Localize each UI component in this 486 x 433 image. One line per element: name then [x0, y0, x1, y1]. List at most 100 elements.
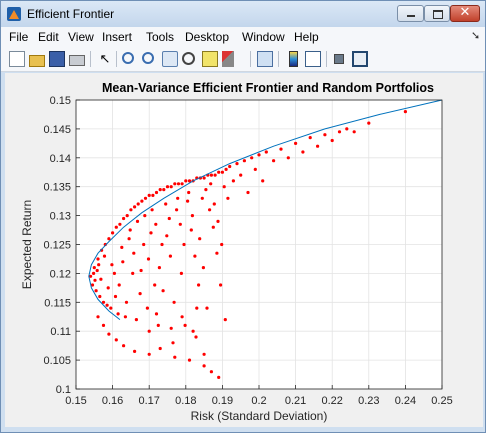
menu-overflow-icon[interactable]: ➘ — [471, 30, 481, 42]
save-icon[interactable] — [49, 51, 65, 67]
portfolio-point — [125, 214, 129, 218]
title-bar[interactable]: Efficient Frontier ✕ — [1, 1, 485, 27]
y-tick-label: 0.135 — [43, 182, 71, 194]
portfolio-point — [212, 202, 216, 206]
y-tick-label: 0.105 — [43, 355, 71, 367]
portfolio-point — [118, 222, 122, 226]
portfolio-point — [158, 188, 162, 192]
portfolio-point — [143, 196, 148, 200]
portfolio-point — [105, 303, 109, 307]
portfolio-point — [250, 156, 254, 160]
portfolio-point — [95, 268, 99, 273]
portfolio-point — [217, 375, 221, 379]
portfolio-point — [131, 271, 135, 275]
portfolio-point — [187, 179, 192, 183]
data-cursor-icon[interactable] — [202, 51, 218, 67]
portfolio-point — [352, 130, 356, 134]
portfolio-point — [133, 205, 137, 209]
portfolio-point — [182, 242, 186, 247]
rotate-3d-icon[interactable] — [182, 52, 195, 65]
brush-icon[interactable] — [222, 51, 234, 67]
portfolio-point — [217, 170, 221, 174]
menu-edit[interactable]: Edit — [38, 30, 59, 44]
portfolio-point — [209, 370, 213, 374]
portfolio-point — [145, 306, 149, 310]
portfolio-point — [122, 344, 126, 348]
portfolio-point — [106, 286, 110, 290]
minimize-icon — [407, 15, 415, 17]
portfolio-point — [154, 222, 158, 226]
portfolio-point — [120, 245, 124, 249]
portfolio-point — [135, 219, 140, 223]
close-button[interactable]: ✕ — [450, 5, 480, 22]
legend-icon[interactable] — [305, 51, 321, 67]
x-tick-label: 0.19 — [212, 395, 233, 407]
menu-help[interactable]: Help — [294, 30, 319, 44]
portfolio-point — [222, 185, 226, 189]
new-figure-icon[interactable] — [9, 51, 25, 67]
portfolio-point — [150, 208, 154, 212]
menu-window[interactable]: Window — [242, 30, 285, 44]
maximize-button[interactable] — [424, 5, 450, 22]
portfolio-point — [228, 164, 232, 169]
y-tick-label: 0.15 — [50, 95, 71, 107]
portfolio-point — [168, 254, 172, 258]
print-icon[interactable] — [69, 55, 85, 66]
portfolio-point — [220, 170, 224, 174]
y-tick-label: 0.13 — [50, 211, 71, 223]
portfolio-point — [102, 254, 107, 258]
portfolio-point — [301, 150, 305, 154]
portfolio-point — [337, 130, 342, 134]
colorbar-icon[interactable] — [289, 51, 298, 67]
show-plot-tools-icon[interactable] — [352, 51, 368, 67]
portfolio-point — [167, 216, 171, 221]
portfolio-point — [121, 260, 125, 264]
portfolio-point — [179, 271, 183, 275]
portfolio-point — [171, 341, 175, 345]
portfolio-point — [161, 289, 165, 293]
x-tick-label: 0.15 — [65, 395, 86, 407]
menu-insert[interactable]: Insert — [102, 30, 133, 44]
link-plot-icon[interactable] — [257, 51, 273, 67]
maximize-icon — [433, 10, 443, 19]
portfolio-point — [220, 242, 224, 247]
portfolio-point — [186, 199, 190, 203]
menu-desktop[interactable]: Desktop — [185, 30, 230, 44]
portfolio-point — [403, 110, 407, 114]
y-tick-label: 0.12 — [50, 268, 71, 280]
portfolio-point — [190, 214, 194, 218]
portfolio-point — [151, 193, 155, 197]
portfolio-point — [128, 228, 132, 232]
portfolio-point — [187, 190, 191, 195]
y-tick-label: 0.125 — [43, 240, 71, 252]
portfolio-point — [239, 173, 243, 177]
portfolio-point — [226, 196, 230, 200]
portfolio-point — [146, 257, 151, 261]
minimize-button[interactable] — [397, 5, 424, 22]
y-tick-label: 0.11 — [50, 326, 71, 338]
portfolio-point — [101, 323, 106, 327]
portfolio-point — [213, 173, 217, 177]
portfolio-point — [89, 274, 93, 278]
portfolio-point — [147, 193, 151, 197]
menu-view[interactable]: View — [68, 30, 94, 44]
zoom-in-icon[interactable] — [122, 52, 134, 64]
menu-file[interactable]: File — [9, 30, 29, 44]
portfolio-point — [162, 188, 166, 192]
axes-box — [75, 99, 443, 390]
hide-plot-tools-icon[interactable] — [334, 54, 344, 64]
portfolio-point — [158, 346, 162, 351]
portfolio-point — [143, 214, 147, 218]
menu-tools[interactable]: Tools — [146, 30, 175, 44]
portfolio-point — [202, 176, 206, 180]
pan-icon[interactable] — [162, 51, 178, 67]
portfolio-point — [215, 251, 219, 255]
zoom-out-icon[interactable] — [142, 52, 154, 64]
portfolio-point — [195, 306, 199, 310]
open-file-icon[interactable] — [29, 55, 45, 67]
portfolio-point — [286, 156, 290, 160]
portfolio-point — [194, 335, 198, 339]
x-tick-label: 0.22 — [321, 395, 342, 407]
edit-plot-icon[interactable]: ↖ — [99, 51, 111, 66]
